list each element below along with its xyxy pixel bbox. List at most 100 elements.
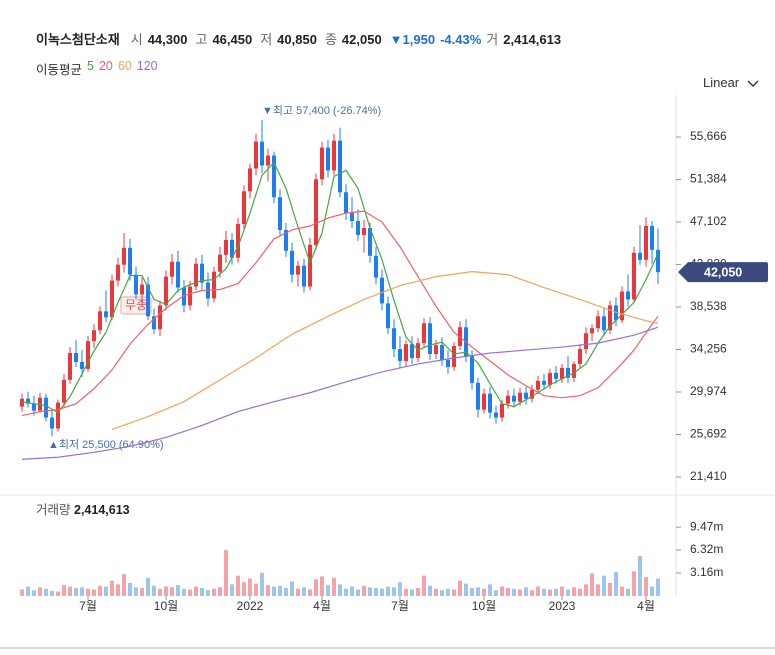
volume-bar — [92, 589, 96, 596]
volume-bar — [26, 586, 30, 596]
candle-body — [470, 356, 474, 383]
volume-bar — [416, 588, 420, 596]
volume-bar — [554, 588, 558, 596]
candle-body — [392, 328, 396, 350]
candle-body — [626, 291, 630, 300]
candle-body — [128, 247, 132, 275]
volume-bar — [182, 588, 186, 596]
volume-bar — [638, 556, 642, 596]
volume-bar — [62, 585, 66, 596]
volume-bar — [536, 586, 540, 596]
volume-bar — [404, 588, 408, 596]
candle-body — [350, 213, 354, 222]
candle-body — [386, 303, 390, 329]
volume-bar — [524, 587, 528, 596]
candle-body — [638, 252, 642, 260]
candle-body — [434, 345, 438, 355]
candle-body — [608, 305, 612, 331]
candle-body — [644, 226, 648, 260]
candle-body — [284, 229, 288, 251]
candle-body — [620, 291, 624, 321]
volume-bar — [566, 589, 570, 596]
candle-body — [26, 398, 30, 404]
candle-body — [200, 263, 204, 283]
candle-body — [560, 367, 564, 379]
volume-label: 거래량 — [36, 503, 71, 517]
candle-body — [194, 263, 198, 287]
ma-line — [21, 326, 659, 460]
quote-name: 고 — [195, 32, 208, 47]
y2-tick-label: 6.32m — [690, 542, 723, 556]
volume-bar — [74, 588, 78, 596]
candle-body — [308, 244, 312, 287]
volume-bar — [224, 550, 228, 596]
min-annotation: ▲최저 25,500 (64.90%) — [48, 438, 164, 451]
volume-bar — [656, 578, 660, 596]
legend-entry: 60 — [117, 59, 132, 73]
volume-bar — [584, 584, 588, 596]
volume-bar — [98, 585, 102, 596]
volume-bar — [296, 588, 300, 596]
volume-bar — [116, 584, 120, 596]
scale-label: Linear — [703, 75, 740, 90]
volume-bar — [278, 585, 282, 596]
volume-bar — [176, 585, 180, 596]
volume-bar — [608, 582, 612, 596]
volume-bar — [596, 584, 600, 596]
candle-body — [578, 349, 582, 364]
legend-title: 이동평균 — [36, 63, 83, 77]
volume-bar — [470, 588, 474, 596]
candle-body — [74, 353, 78, 362]
quote-header: 이녹스첨단소재 시 44,300 고 46,450 저 40,850 종 42,050 … — [36, 29, 564, 48]
volume-bar — [434, 588, 438, 596]
volume-bar — [218, 587, 222, 596]
volume-bar — [128, 582, 132, 596]
volume-bar — [212, 588, 216, 596]
candle-body — [32, 403, 36, 411]
x-tick-label: 10월 — [472, 599, 496, 613]
x-tick-label: 10월 — [154, 599, 178, 613]
candle-body — [374, 255, 378, 278]
x-tick-label: 2022 — [237, 599, 264, 613]
volume-bar — [410, 589, 414, 596]
candle-body — [218, 254, 222, 272]
y2-tick-label: 3.16m — [690, 565, 723, 579]
volume-bar — [164, 586, 168, 596]
volume-bar — [122, 574, 126, 596]
x-tick-label: 4월 — [637, 599, 655, 613]
candle-body — [452, 346, 456, 367]
quote-value: 44,300 — [147, 32, 188, 47]
volume-bar — [398, 582, 402, 596]
quote-value: 46,450 — [212, 32, 253, 47]
volume-title: 거래량 2,414,613 — [36, 503, 130, 517]
candle-body — [356, 221, 360, 235]
volume-bar — [140, 588, 144, 596]
scale-selector[interactable]: Linear — [703, 75, 759, 90]
quote-name: 저 — [260, 32, 273, 47]
volume-bar — [38, 587, 42, 596]
volume-bar — [170, 587, 174, 596]
volume-bar — [20, 589, 24, 596]
volume-bar — [32, 590, 36, 596]
y-tick-label: 42,820 — [690, 257, 727, 271]
candle-body — [254, 141, 258, 169]
volume-bar — [302, 587, 306, 596]
volume-bar — [188, 589, 192, 596]
volume-bar — [542, 588, 546, 596]
candle-body — [326, 147, 330, 171]
volume-bar — [548, 589, 552, 596]
quote-name: 거 — [486, 32, 499, 47]
candle-body — [164, 276, 168, 306]
candle-body — [110, 280, 114, 318]
change-pct: -4.43% — [440, 32, 482, 47]
candle-body — [542, 380, 546, 385]
volume-bar — [152, 585, 156, 596]
candle-body — [338, 140, 342, 193]
candle-body — [524, 392, 528, 399]
candle-body — [398, 349, 402, 361]
legend-entry: 20 — [98, 59, 113, 73]
volume-bar — [632, 571, 636, 596]
volume-value: 2,414,613 — [74, 503, 130, 517]
quote-value: 2,414,613 — [503, 32, 562, 47]
volume-bar — [338, 584, 342, 596]
